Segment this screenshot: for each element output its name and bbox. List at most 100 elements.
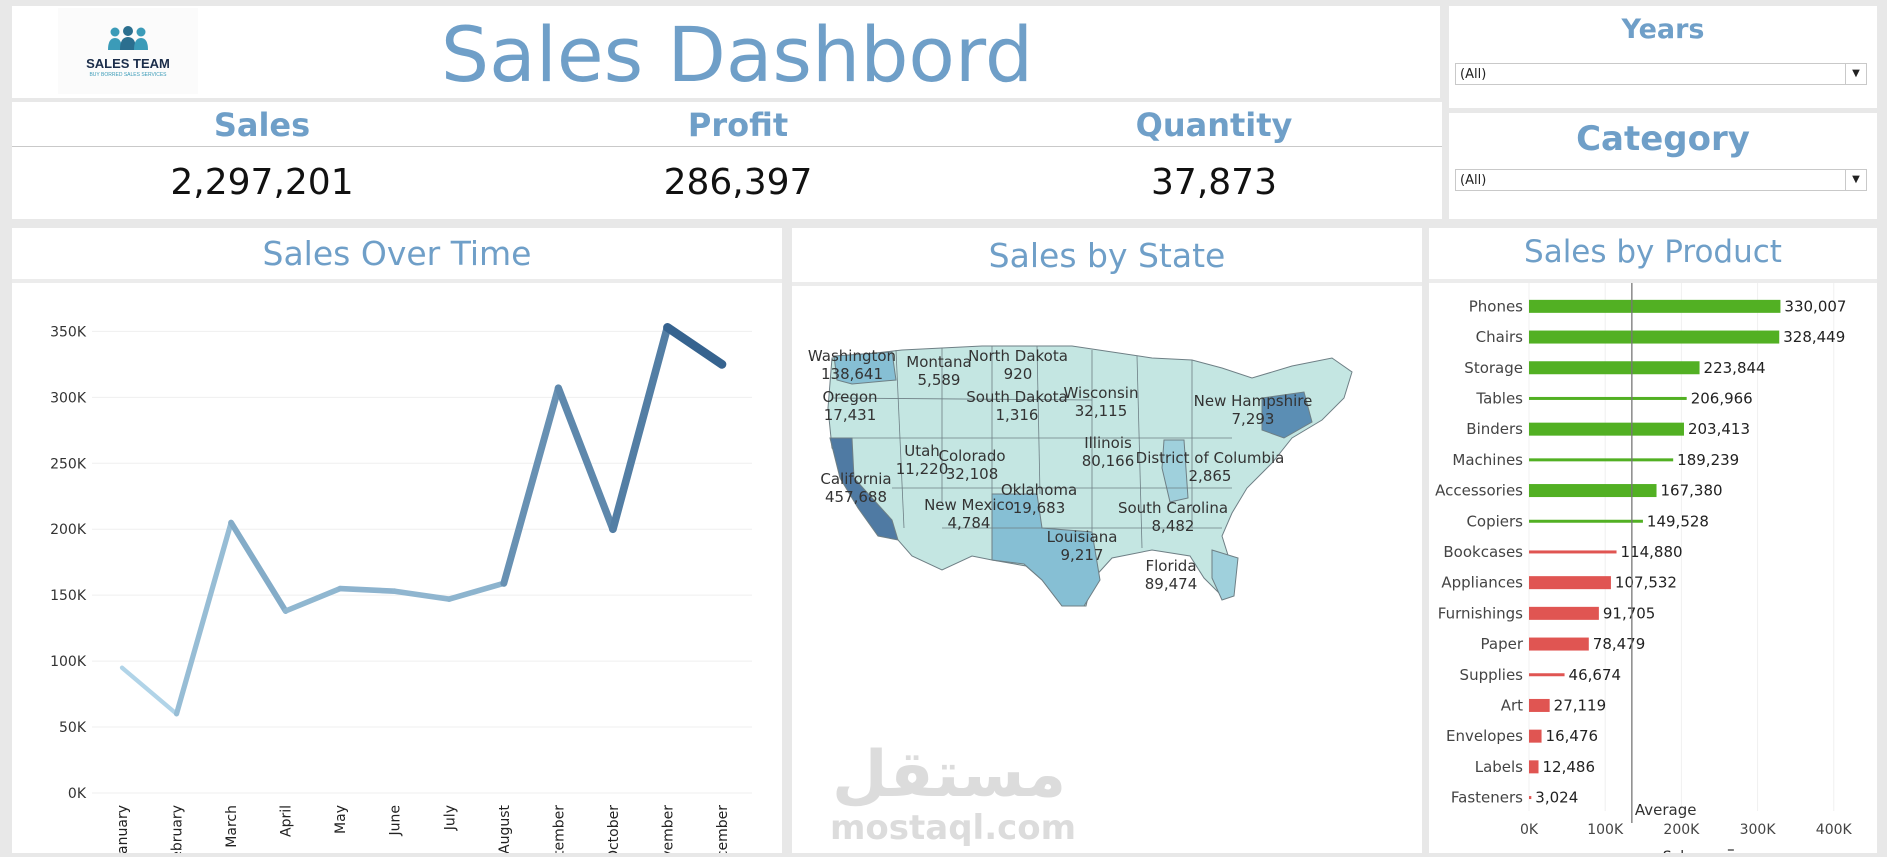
state-name-label: Utah: [904, 442, 940, 460]
category-label: Bookcases: [1443, 543, 1523, 561]
state-name-label: Oklahoma: [1001, 481, 1077, 499]
value-label: 91,705: [1603, 604, 1656, 622]
bar: [1529, 550, 1617, 554]
category-label: Furnishings: [1438, 604, 1523, 622]
state-value-label: 32,108: [946, 465, 999, 483]
sales-by-product-chart: 0K 100K 200K 300K 400K Sales Phones 330,007 Chai…: [1435, 283, 1853, 853]
sales-by-product-title: Sales by Product: [1524, 234, 1782, 270]
x-tick-label: December: [715, 805, 731, 853]
bar: [1529, 606, 1599, 620]
title-divider: [792, 282, 1422, 286]
series-segment: [228, 519, 289, 614]
state-name-label: Illinois: [1084, 434, 1132, 452]
value-label: 203,413: [1688, 420, 1750, 438]
series-segment: [554, 384, 617, 533]
sales-by-state-title: Sales by State: [988, 236, 1226, 275]
kpi-profit-label: Profit: [687, 106, 789, 144]
bar: [1529, 484, 1657, 498]
sales-over-time-panel: Sales Over Time 0K 50K 100K 150K 200K 250K 300…: [12, 228, 782, 853]
y-tick-label: 50K: [59, 720, 87, 736]
category-label: Supplies: [1460, 666, 1524, 684]
watermark-latin: mostaql.com: [830, 808, 1077, 848]
y-tick-label: 200K: [50, 522, 87, 538]
title-divider: [1429, 279, 1877, 283]
state-value-label: 32,115: [1075, 402, 1128, 420]
value-label: 12,486: [1543, 758, 1596, 776]
y-tick-label: 100K: [50, 654, 87, 670]
bar: [1529, 519, 1643, 523]
state-california: [829, 437, 899, 541]
x-tick-label: October: [606, 805, 622, 853]
state-name-label: District of Columbia: [1136, 449, 1285, 467]
state-border: [1136, 355, 1143, 549]
bar: [1529, 361, 1700, 375]
y-tick-label: 150K: [50, 588, 87, 604]
state-value-label: 89,474: [1145, 575, 1198, 593]
category-label: Envelopes: [1446, 727, 1523, 745]
category-select[interactable]: (All) ▼: [1455, 169, 1867, 191]
bar: [1529, 673, 1565, 677]
value-label: 167,380: [1661, 482, 1723, 500]
kpi-profit-value: 286,397: [663, 162, 813, 203]
state-border: [895, 349, 905, 529]
state-name-label: Colorado: [938, 447, 1005, 465]
state-value-label: 1,316: [996, 406, 1039, 424]
state-value-label: 19,683: [1013, 499, 1066, 517]
years-filter-title: Years: [1621, 14, 1705, 45]
state-value-label: 9,217: [1061, 546, 1104, 564]
value-label: 189,239: [1677, 451, 1739, 469]
y-tick-label: 0K: [68, 786, 87, 802]
category-filter-panel: Category (All) ▼: [1449, 113, 1877, 219]
value-label: 16,476: [1546, 727, 1599, 745]
average-label: Average: [1635, 801, 1697, 819]
team-people-icon: [108, 26, 148, 50]
years-select[interactable]: (All) ▼: [1455, 63, 1867, 85]
watermark-arabic: مستقل: [832, 738, 1067, 812]
chevron-down-icon[interactable]: ▼: [1845, 64, 1866, 84]
value-label: 107,532: [1615, 574, 1677, 592]
value-label: 3,024: [1535, 789, 1578, 807]
state-name-label: South Dakota: [966, 388, 1068, 406]
value-label: 27,119: [1554, 696, 1607, 714]
x-tick-label: January: [115, 805, 131, 853]
kpi-divider: [12, 146, 1442, 147]
sales-over-time-title: Sales Over Time: [262, 234, 532, 273]
series-segment: [119, 665, 179, 717]
category-filter-title: Category: [1576, 119, 1750, 159]
category-label: Copiers: [1466, 512, 1523, 530]
state-value-label: 2,865: [1189, 467, 1232, 485]
header-panel: SALES TEAM BUY BORRED SALES SERVICES Sal…: [12, 6, 1440, 99]
y-tick-label: 250K: [50, 456, 87, 472]
bar: [1529, 422, 1684, 436]
state-name-label: Washington: [808, 347, 896, 365]
category-label: Labels: [1475, 758, 1523, 776]
x-tick-label: August: [497, 804, 513, 853]
bar: [1529, 299, 1781, 313]
bar: [1529, 576, 1611, 590]
bar: [1529, 458, 1674, 462]
sales-over-time-chart: 0K 50K 100K 150K 200K 250K 300K 350K January Febr…: [50, 323, 752, 853]
state-texas: [991, 493, 1101, 607]
state-name-label: California: [820, 470, 891, 488]
series-segment: [500, 384, 562, 587]
state-florida: [1211, 549, 1239, 601]
state-name-label: New Mexico: [924, 496, 1014, 514]
x-tick-label: 0K: [1520, 822, 1539, 838]
team-logo: SALES TEAM BUY BORRED SALES SERVICES: [58, 8, 198, 94]
state-border: [831, 397, 1093, 401]
bar: [1529, 698, 1550, 712]
chevron-down-icon[interactable]: ▼: [1845, 170, 1866, 190]
x-tick-label: 400K: [1816, 822, 1853, 838]
years-select-value: (All): [1460, 67, 1487, 82]
category-label: Accessories: [1435, 482, 1523, 500]
sales-by-product-panel: Sales by Product 0K 100K 200K 300K 400K Sales…: [1429, 228, 1877, 853]
page-title: Sales Dashbord: [440, 10, 1034, 99]
kpi-panel: Sales 2,297,201 Profit 286,397 Quantity …: [12, 102, 1442, 219]
category-label: Phones: [1469, 297, 1523, 315]
category-label: Art: [1501, 696, 1523, 714]
logo-tagline: BUY BORRED SALES SERVICES: [89, 72, 167, 78]
state-value-label: 8,482: [1152, 517, 1195, 535]
state-value-label: 457,688: [825, 488, 887, 506]
series-segment: [173, 520, 234, 717]
